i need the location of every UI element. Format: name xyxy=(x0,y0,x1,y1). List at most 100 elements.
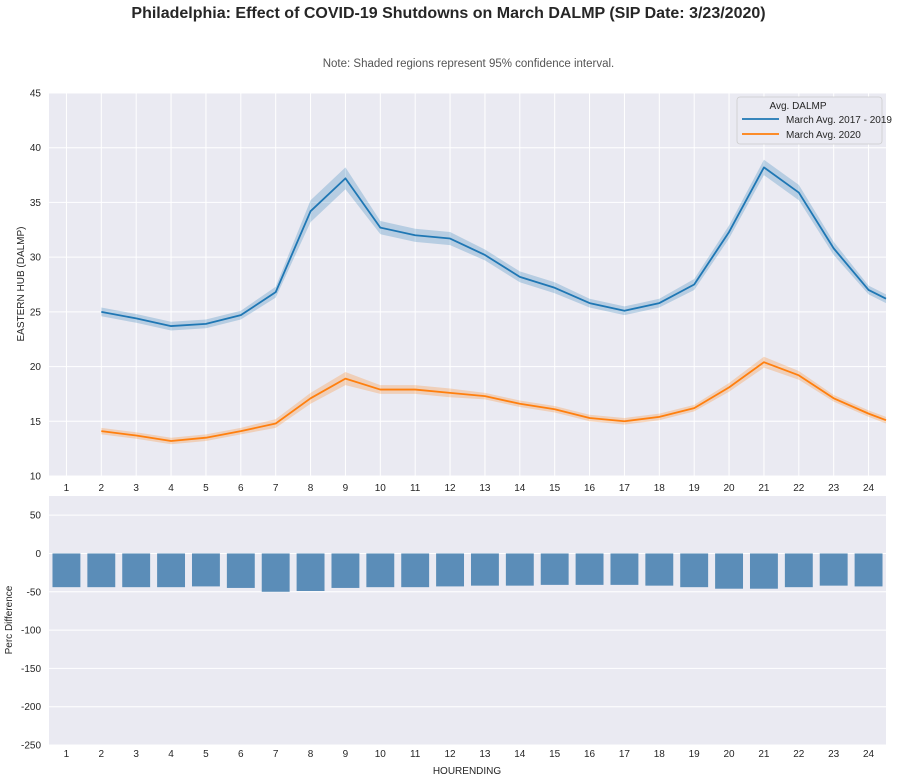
bottom-x-tick-label: 4 xyxy=(168,749,174,760)
bottom-x-tick-label: 2 xyxy=(99,749,105,760)
top-x-tick-label: 3 xyxy=(133,483,139,494)
top-x-tick-label: 14 xyxy=(514,483,526,494)
series-lines xyxy=(101,166,887,442)
bottom-x-tick-label: 17 xyxy=(619,749,631,760)
bars xyxy=(52,553,883,592)
top-x-tick-label: 7 xyxy=(273,483,279,494)
bar-hour-18 xyxy=(645,553,674,586)
top-x-tick-label: 16 xyxy=(584,483,596,494)
bottom-y-axis-label: Perc Difference xyxy=(4,585,15,654)
top-x-tick-label: 24 xyxy=(863,483,875,494)
bar-hour-6 xyxy=(226,553,255,588)
bottom-x-tick-label: 12 xyxy=(445,749,457,760)
bottom-x-tick-label: 13 xyxy=(479,749,491,760)
bottom-x-tick-label: 15 xyxy=(549,749,561,760)
top-x-tick-label: 13 xyxy=(479,483,491,494)
bottom-x-tick-label: 23 xyxy=(828,749,840,760)
bar-hour-23 xyxy=(819,553,848,586)
bottom-gridlines xyxy=(49,514,886,746)
bar-hour-14 xyxy=(505,553,534,586)
bottom-x-tick-label: 22 xyxy=(793,749,805,760)
top-y-tick-label: 45 xyxy=(30,89,42,100)
bottom-plot-background xyxy=(49,496,886,745)
top-y-tick-label: 10 xyxy=(30,472,42,483)
bottom-x-tick-label: 18 xyxy=(654,749,666,760)
bottom-y-tick-label: -150 xyxy=(21,664,41,675)
bar-hour-5 xyxy=(191,553,220,587)
legend-label-2020: March Avg. 2020 xyxy=(786,130,861,141)
figure-note: Note: Shaded regions represent 95% confi… xyxy=(322,58,615,70)
top-y-tick-label: 30 xyxy=(30,253,42,264)
bar-hour-8 xyxy=(296,553,325,592)
legend-box xyxy=(736,96,883,145)
top-x-tick-label: 8 xyxy=(308,483,314,494)
bar-hour-7 xyxy=(261,553,290,592)
top-y-tick-label: 20 xyxy=(30,362,42,373)
top-x-tick-label: 10 xyxy=(375,483,387,494)
bar-hour-1 xyxy=(52,553,81,588)
bottom-x-tick-label: 20 xyxy=(724,749,736,760)
bar-hour-24 xyxy=(854,553,883,587)
bottom-y-tick-label: -100 xyxy=(21,626,41,637)
bottom-y-tick-label: -250 xyxy=(21,741,41,752)
bottom-x-tick-label: 9 xyxy=(343,749,349,760)
top-x-tick-label: 23 xyxy=(828,483,840,494)
top-x-tick-label: 18 xyxy=(654,483,666,494)
bottom-x-tick-label: 19 xyxy=(689,749,701,760)
bottom-y-tick-label: -50 xyxy=(27,587,42,598)
bottom-x-tick-label: 1 xyxy=(64,749,70,760)
top-x-tick-label: 15 xyxy=(549,483,561,494)
bar-hour-19 xyxy=(680,553,709,588)
bottom-y-tick-labels: -250 -200 -150 -100 -50 0 50 xyxy=(21,511,41,752)
top-y-axis-label: EASTERN HUB (DALMP) xyxy=(16,226,27,341)
bar-hour-11 xyxy=(401,553,430,588)
bar-hour-9 xyxy=(331,553,360,588)
top-x-tick-label: 12 xyxy=(445,483,457,494)
top-gridlines xyxy=(49,92,886,477)
top-x-tick-label: 20 xyxy=(724,483,736,494)
bottom-x-tick-label: 16 xyxy=(584,749,596,760)
top-x-tick-labels: 1 2 3 4 5 6 7 8 9 10 11 12 13 14 15 16 17 18 19 20 21 22 23 24 xyxy=(64,483,875,494)
bottom-x-tick-label: 11 xyxy=(410,749,421,760)
top-x-tick-label: 17 xyxy=(619,483,631,494)
bar-hour-12 xyxy=(436,553,465,587)
legend: Avg. DALMP March Avg. 2017 - 2019 March … xyxy=(736,96,892,145)
bottom-x-tick-label: 10 xyxy=(375,749,387,760)
bottom-x-tick-labels: 1 2 3 4 5 6 7 8 9 10 11 12 13 14 15 16 17 18 19 20 21 22 23 24 xyxy=(64,749,875,760)
top-x-tick-label: 6 xyxy=(238,483,244,494)
top-y-tick-label: 40 xyxy=(30,143,42,154)
top-x-tick-label: 11 xyxy=(410,483,421,494)
top-y-tick-label: 35 xyxy=(30,198,42,209)
bar-hour-2 xyxy=(87,553,116,588)
bar-hour-17 xyxy=(610,553,639,585)
top-x-tick-label: 21 xyxy=(758,483,770,494)
bottom-x-tick-label: 8 xyxy=(308,749,314,760)
bottom-x-tick-label: 21 xyxy=(758,749,770,760)
bar-hour-10 xyxy=(366,553,395,588)
top-x-tick-label: 2 xyxy=(99,483,105,494)
bar-hour-3 xyxy=(122,553,151,588)
bar-hour-4 xyxy=(157,553,186,588)
bottom-x-tick-label: 5 xyxy=(203,749,209,760)
bar-hour-15 xyxy=(540,553,569,585)
top-x-tick-label: 5 xyxy=(203,483,209,494)
bottom-x-tick-label: 7 xyxy=(273,749,279,760)
top-y-tick-labels: 10 15 20 25 30 35 40 45 xyxy=(30,89,42,483)
top-y-tick-label: 15 xyxy=(30,417,42,428)
figure-title: Philadelphia: Effect of COVID-19 Shutdow… xyxy=(131,5,766,22)
series-line-2017-2019 xyxy=(101,166,887,327)
ci-band-2020 xyxy=(101,356,886,445)
top-x-tick-label: 9 xyxy=(343,483,349,494)
legend-label-2017-2019: March Avg. 2017 - 2019 xyxy=(786,115,892,126)
bar-hour-16 xyxy=(575,553,604,585)
bar-hour-20 xyxy=(715,553,744,589)
bar-hour-13 xyxy=(470,553,499,586)
top-x-tick-label: 22 xyxy=(793,483,805,494)
bottom-x-tick-label: 14 xyxy=(514,749,526,760)
bar-hour-22 xyxy=(784,553,813,588)
top-x-tick-label: 1 xyxy=(64,483,70,494)
bottom-x-tick-label: 6 xyxy=(238,749,244,760)
